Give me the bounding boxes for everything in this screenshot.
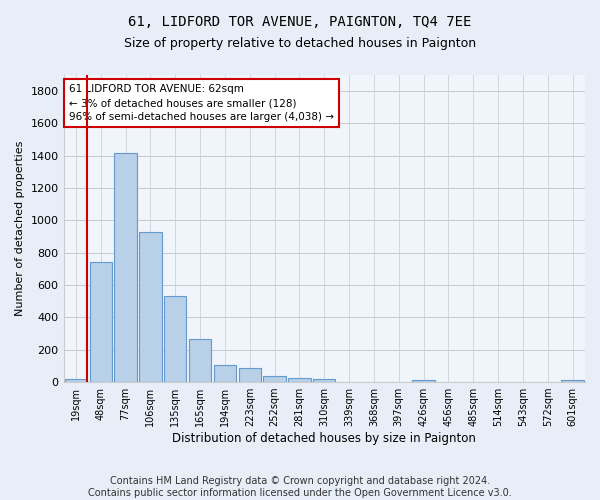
Text: 61 LIDFORD TOR AVENUE: 62sqm
← 3% of detached houses are smaller (128)
96% of se: 61 LIDFORD TOR AVENUE: 62sqm ← 3% of det… — [69, 84, 334, 122]
Bar — [263, 376, 286, 382]
Bar — [65, 378, 87, 382]
Bar — [164, 296, 187, 382]
Bar — [412, 380, 435, 382]
Text: Size of property relative to detached houses in Paignton: Size of property relative to detached ho… — [124, 38, 476, 51]
Bar — [214, 365, 236, 382]
Text: Contains HM Land Registry data © Crown copyright and database right 2024.
Contai: Contains HM Land Registry data © Crown c… — [88, 476, 512, 498]
Bar — [239, 368, 261, 382]
Text: 61, LIDFORD TOR AVENUE, PAIGNTON, TQ4 7EE: 61, LIDFORD TOR AVENUE, PAIGNTON, TQ4 7E… — [128, 15, 472, 29]
Bar — [189, 340, 211, 382]
Bar — [313, 379, 335, 382]
Bar — [89, 262, 112, 382]
Bar — [139, 232, 161, 382]
Bar — [562, 380, 584, 382]
X-axis label: Distribution of detached houses by size in Paignton: Distribution of detached houses by size … — [172, 432, 476, 445]
Y-axis label: Number of detached properties: Number of detached properties — [15, 141, 25, 316]
Bar — [115, 152, 137, 382]
Bar — [288, 378, 311, 382]
